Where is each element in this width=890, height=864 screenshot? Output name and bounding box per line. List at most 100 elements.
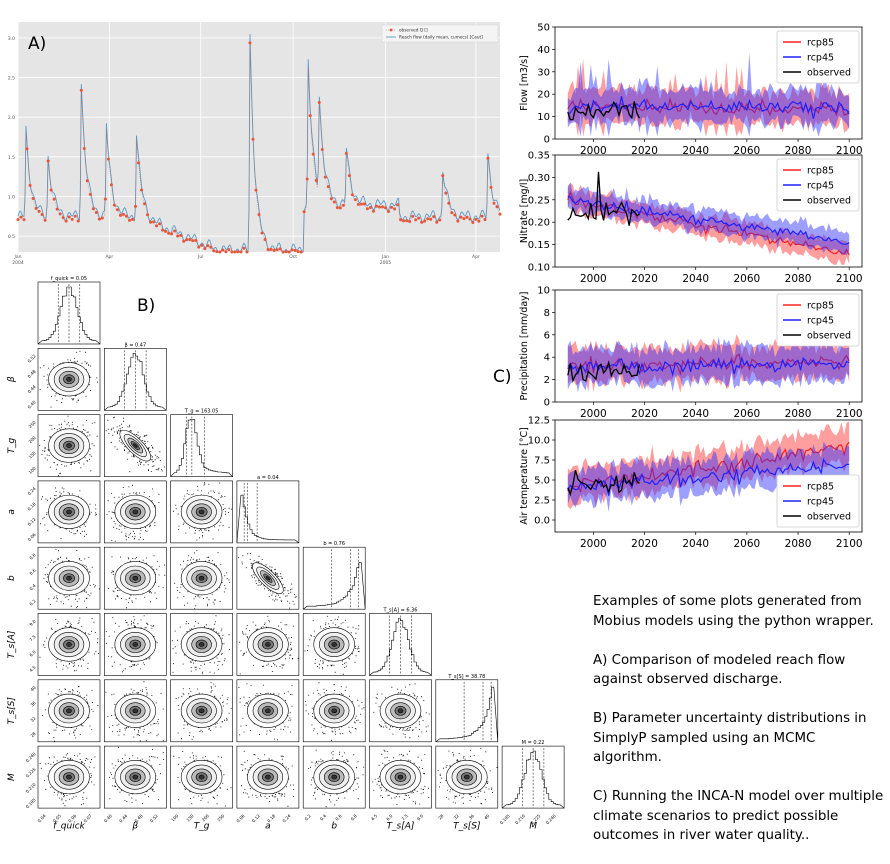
observed-point [158, 222, 162, 226]
y-tick-label: 0 [544, 398, 550, 409]
observed-point [164, 229, 168, 233]
y-tick-label: 0.225 [25, 766, 37, 778]
legend-entry: observed [807, 512, 851, 523]
observed-line [567, 360, 641, 383]
observed-point [326, 185, 330, 189]
observed-point [16, 218, 20, 222]
uncertainty-band [567, 58, 850, 137]
observed-point [31, 197, 35, 201]
panel-frame [236, 480, 300, 544]
observed-point [263, 238, 267, 242]
corner-panel: 100 150 200 250 [170, 745, 233, 822]
legend-entry: rcp85 [807, 482, 834, 493]
corner-panel: 0.04 0.05 0.06 0.07 0.195 0.210 0.225 0.240 [25, 745, 101, 823]
axes-frame [554, 289, 863, 403]
density-contour [133, 443, 138, 448]
x-tick-label: 0.40 [103, 813, 113, 823]
x-tick-label: 0.52 [149, 813, 159, 823]
corner-panel [104, 613, 167, 676]
x-tick-label: 2100 [836, 408, 863, 420]
observed-point [365, 207, 369, 211]
observed-point [368, 205, 372, 209]
x-tick-label: 0.24 [281, 813, 291, 823]
x-axis-label: β [131, 821, 138, 831]
x-tick-label: 2100 [836, 145, 863, 157]
series-line [567, 190, 850, 256]
observed-point [115, 208, 119, 212]
x-tick-label: 0.2 [304, 813, 312, 821]
histogram [303, 562, 366, 610]
legend-box [776, 293, 860, 347]
observed-point [374, 204, 378, 208]
observed-point [106, 157, 110, 161]
legend-entry: rcp45 [807, 497, 834, 508]
observed-point [224, 250, 228, 254]
observed-point [260, 231, 264, 235]
uncertainty-band [567, 421, 850, 509]
y-axis-label: T_g [7, 437, 17, 453]
density-contour [331, 642, 337, 647]
corner-panel: M = 0.220.195 0.210 0.225 0.240 [499, 740, 565, 825]
observed-point [236, 250, 240, 254]
observed-point [170, 232, 174, 236]
legend-entry: rcp85 [807, 301, 834, 312]
observed-point [109, 183, 113, 187]
observed-point [203, 247, 207, 251]
x-tick-label: 2020 [631, 538, 658, 550]
y-tick-label: 10.0 [528, 436, 550, 447]
x-tick-label: 0.240 [545, 813, 557, 825]
y-tick-label: 0.06 [27, 532, 37, 542]
observed-point [248, 41, 252, 45]
corner-panel: 0.2 0.4 0.6 0.8 [302, 745, 366, 822]
x-tick-label: 2040 [682, 145, 709, 157]
legend: observed Q [] Reach flow (daily mean, cum… [381, 24, 499, 43]
y-tick-label: 40 [29, 685, 37, 693]
observed-point [91, 207, 95, 211]
observed-point [426, 217, 430, 221]
density-contour [66, 376, 72, 382]
x-tick-label: 2000 [580, 273, 607, 285]
y-tick-label: 8 [544, 308, 550, 319]
observed-point [314, 179, 318, 183]
x-tick-label: 2040 [682, 538, 709, 550]
axes-frame [554, 26, 863, 140]
observed-point [118, 213, 122, 217]
observed-point [350, 193, 354, 197]
y-tick-label: 0.24 [27, 486, 37, 496]
x-tick-label: 0.44 [118, 813, 128, 823]
observed-point [335, 206, 339, 210]
x-tick-label: 36 [468, 813, 476, 821]
y-tick-label: 0.10 [528, 263, 550, 274]
x-tick-label: 4.5 [370, 813, 378, 821]
observed-point [269, 247, 273, 251]
observed-point [100, 216, 104, 220]
observed-point [290, 248, 294, 252]
y-tick-label: 200 [28, 435, 37, 444]
observed-point [103, 197, 107, 201]
histogram-title: a = 0.04 [257, 475, 279, 481]
observed-point [221, 248, 225, 252]
corner-panel [170, 546, 233, 610]
legend-box [381, 24, 499, 43]
observed-point [471, 221, 475, 225]
legend-box [776, 474, 860, 528]
y-tick-label: 0.210 [25, 782, 37, 794]
corner-panel [170, 613, 233, 676]
observed-point [206, 244, 210, 248]
observed-point [462, 217, 466, 221]
x-tick-label: 2020 [631, 273, 658, 285]
corner-panel: 0.2 0.4 0.6 0.8 [28, 546, 101, 610]
observed-point [347, 174, 351, 178]
x-axis-label: f_quick [53, 821, 86, 831]
observed-point [124, 214, 128, 218]
observed-point [191, 239, 195, 243]
density-contour [198, 774, 205, 780]
density-contour [66, 443, 72, 448]
observed-point [218, 250, 222, 254]
y-tick-label: 28 [29, 731, 37, 739]
observed-point [212, 249, 216, 253]
legend-entry: observed [807, 331, 851, 342]
sample-points [175, 682, 232, 740]
observed-point [420, 220, 424, 224]
x-tick-label: 0.18 [266, 813, 276, 823]
